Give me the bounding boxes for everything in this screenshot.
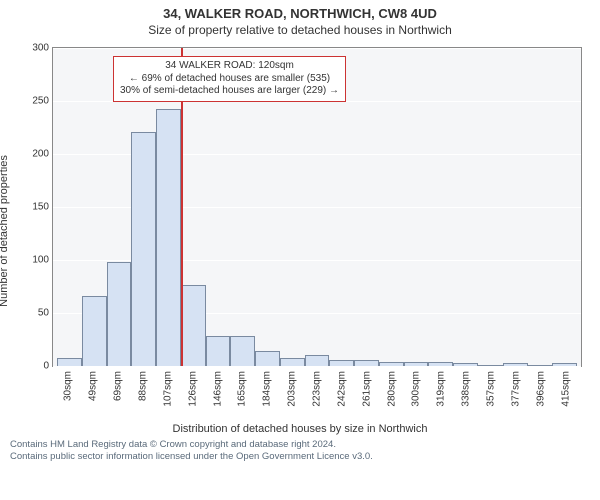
x-tick-label: 69sqm [113, 371, 124, 401]
x-tick-label: 107sqm [162, 371, 173, 407]
histogram-bar [379, 362, 404, 366]
y-tick-label: 300 [32, 43, 53, 54]
histogram-bar [107, 262, 132, 366]
y-tick-label: 100 [32, 255, 53, 266]
annotation-box: 34 WALKER ROAD: 120sqm← 69% of detached … [113, 56, 346, 102]
histogram-bar [57, 358, 82, 366]
x-tick-label: 126sqm [187, 371, 198, 407]
y-tick-label: 150 [32, 202, 53, 213]
histogram-bar [453, 363, 478, 366]
histogram-bar [181, 285, 206, 366]
histogram-bar [329, 360, 354, 366]
x-tick-label: 30sqm [63, 371, 74, 401]
histogram-bar [206, 336, 231, 366]
annotation-line: 30% of semi-detached houses are larger (… [120, 85, 339, 98]
histogram-bar [552, 363, 577, 366]
histogram-bar [305, 355, 330, 366]
x-tick-label: 184sqm [262, 371, 273, 407]
footer-line-2: Contains public sector information licen… [10, 451, 590, 463]
y-tick-label: 200 [32, 149, 53, 160]
histogram-bar [528, 365, 553, 366]
histogram-bar [255, 351, 280, 366]
histogram-bar [404, 362, 429, 366]
x-tick-label: 146sqm [212, 371, 223, 407]
plot-area: 05010015020025030034 WALKER ROAD: 120sqm… [52, 47, 582, 367]
gridline [53, 366, 581, 367]
x-tick-label: 261sqm [361, 371, 372, 407]
footer-line-1: Contains HM Land Registry data © Crown c… [10, 439, 590, 451]
histogram-bar [428, 362, 453, 366]
page-title: 34, WALKER ROAD, NORTHWICH, CW8 4UD [0, 0, 600, 21]
histogram-bar [230, 336, 255, 366]
x-tick-label: 300sqm [411, 371, 422, 407]
histogram-bar [156, 109, 181, 366]
histogram-bar [503, 363, 528, 366]
x-tick-label: 415sqm [560, 371, 571, 407]
footer: Contains HM Land Registry data © Crown c… [0, 435, 600, 464]
x-tick-label: 165sqm [237, 371, 248, 407]
x-axis-label: Distribution of detached houses by size … [0, 421, 600, 435]
chart-container: Number of detached properties 0501001502… [0, 41, 600, 421]
x-tick-label: 88sqm [138, 371, 149, 401]
histogram-bar [131, 132, 156, 366]
histogram-bar [478, 365, 503, 366]
histogram-bar [280, 358, 305, 366]
x-tick-label: 396sqm [535, 371, 546, 407]
x-tick-label: 242sqm [336, 371, 347, 407]
annotation-line: ← 69% of detached houses are smaller (53… [120, 73, 339, 86]
x-tick-container: 30sqm 49sqm 69sqm 88sqm 107sqm 126sqm 146sqm 16… [52, 369, 582, 419]
histogram-bar [354, 360, 379, 366]
page-subtitle: Size of property relative to detached ho… [0, 21, 600, 41]
x-tick-label: 338sqm [461, 371, 472, 407]
x-tick-label: 280sqm [386, 371, 397, 407]
x-tick-label: 49sqm [88, 371, 99, 401]
y-tick-label: 250 [32, 96, 53, 107]
x-tick-label: 357sqm [486, 371, 497, 407]
x-tick-label: 377sqm [510, 371, 521, 407]
y-axis-label: Number of detached properties [0, 155, 10, 307]
annotation-line: 34 WALKER ROAD: 120sqm [120, 60, 339, 73]
x-tick-label: 319sqm [436, 371, 447, 407]
x-tick-label: 223sqm [312, 371, 323, 407]
histogram-bar [82, 296, 107, 366]
y-tick-label: 50 [38, 308, 53, 319]
x-tick-label: 203sqm [287, 371, 298, 407]
